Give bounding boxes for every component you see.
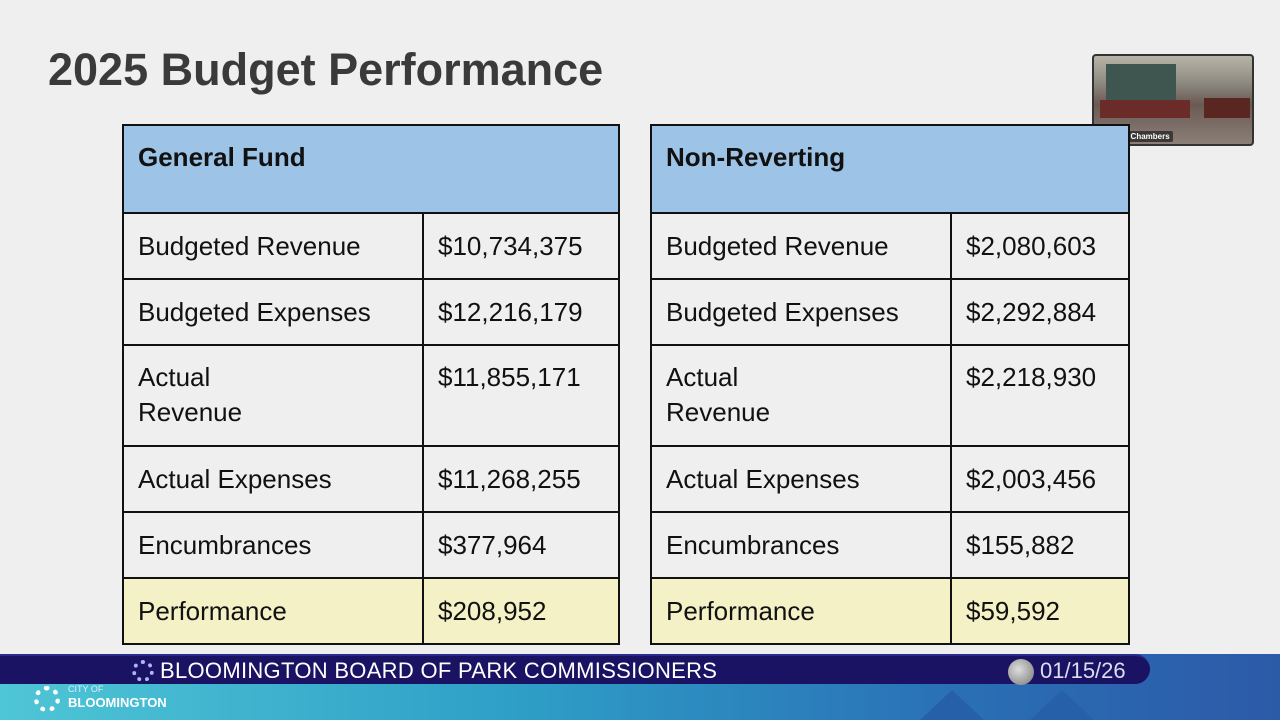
row-label: Budgeted Revenue [122,212,424,280]
table-header: General Fund [122,124,620,214]
row-value: $11,268,255 [422,445,620,513]
table-row: Budgeted Revenue $2,080,603 [650,212,1130,280]
row-label: Budgeted Revenue [650,212,952,280]
row-value: $2,292,884 [950,278,1130,346]
slide-title: 2025 Budget Performance [48,44,604,95]
logo-line1: CITY OF [68,684,104,694]
table-row: Actual Expenses $2,003,456 [650,445,1130,513]
table-row: Budgeted Expenses $12,216,179 [122,278,620,346]
general-fund-table: General Fund Budgeted Revenue $10,734,375… [122,124,620,645]
table-row: Actual Revenue $2,218,930 [650,344,1130,447]
lower-third-banner: BLOOMINGTON BOARD OF PARK COMMISSIONERS … [0,654,1150,685]
non-reverting-table: Non-Reverting Budgeted Revenue $2,080,603… [650,124,1130,645]
row-label: Performance [650,577,952,645]
table-row: Budgeted Revenue $10,734,375 [122,212,620,280]
flower-logo-icon [132,660,154,682]
video-desk [1100,100,1190,118]
row-value: $10,734,375 [422,212,620,280]
row-value: $377,964 [422,511,620,579]
row-label: Actual Revenue [122,344,424,447]
video-desk [1204,98,1250,118]
video-wall [1106,64,1176,100]
row-label: Actual Revenue [650,344,952,447]
row-label: Actual Expenses [650,445,952,513]
row-label: Actual Expenses [122,445,424,513]
row-value: $2,003,456 [950,445,1130,513]
row-label: Budgeted Expenses [650,278,952,346]
banner-date: 01/15/26 [1040,658,1126,683]
row-label: Encumbrances [122,511,424,579]
table-header: Non-Reverting [650,124,1130,214]
row-value: $2,218,930 [950,344,1130,447]
banner-title: BLOOMINGTON BOARD OF PARK COMMISSIONERS [160,658,718,683]
row-label: Budgeted Expenses [122,278,424,346]
table-row: Budgeted Expenses $2,292,884 [650,278,1130,346]
table-row: Actual Revenue $11,855,171 [122,344,620,447]
row-value: $208,952 [422,577,620,645]
city-logo: CITY OF BLOOMINGTON [34,684,194,714]
row-value: $12,216,179 [422,278,620,346]
logo-line2: BLOOMINGTON [68,695,167,710]
decorative-shape [1030,690,1094,720]
flower-logo-icon [34,686,60,712]
table-row: Performance $208,952 [122,577,620,645]
globe-icon [1008,659,1034,685]
row-label: Encumbrances [650,511,952,579]
logo-text: CITY OF BLOOMINGTON [68,684,167,710]
row-value: $2,080,603 [950,212,1130,280]
decorative-shape [920,690,984,720]
table-row: Actual Expenses $11,268,255 [122,445,620,513]
table-row: Performance $59,592 [650,577,1130,645]
row-label: Performance [122,577,424,645]
table-row: Encumbrances $155,882 [650,511,1130,579]
video-caption: Council Chambers [1096,131,1173,142]
table-row: Encumbrances $377,964 [122,511,620,579]
row-value: $155,882 [950,511,1130,579]
row-value: $11,855,171 [422,344,620,447]
row-value: $59,592 [950,577,1130,645]
